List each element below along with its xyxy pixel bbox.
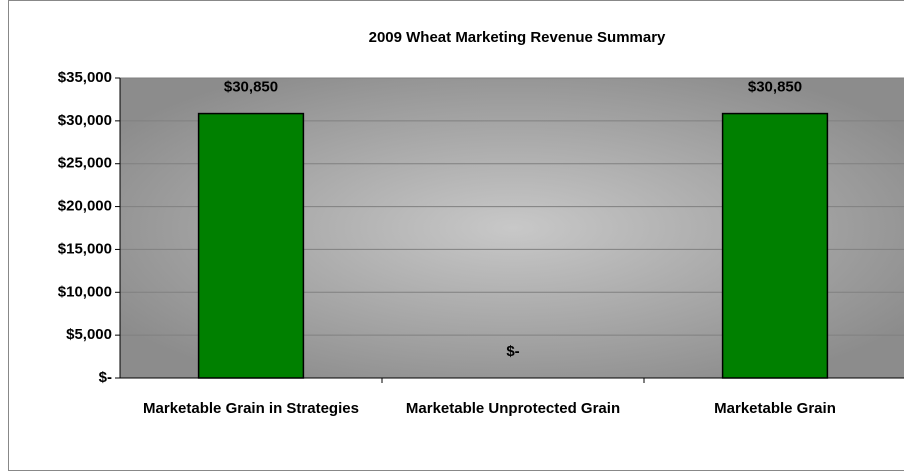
bar [721, 112, 829, 379]
bar [197, 112, 305, 379]
chart-title: 2009 Wheat Marketing Revenue Summary [369, 29, 666, 46]
y-tick-label: $5,000 [66, 326, 112, 343]
x-tick-label: Marketable Unprotected Grain [405, 400, 621, 417]
value-label: $30,850 [748, 79, 802, 96]
value-label: $- [506, 343, 519, 360]
y-tick-label: $- [99, 369, 112, 386]
y-tick-label: $30,000 [58, 112, 112, 129]
x-tick-label: Marketable Grain in Strategies [143, 400, 359, 417]
x-tick-label: Marketable Grain [714, 400, 836, 417]
y-tick-label: $35,000 [58, 69, 112, 86]
y-tick-label: $15,000 [58, 240, 112, 257]
y-tick-label: $25,000 [58, 155, 112, 172]
y-tick-label: $10,000 [58, 283, 112, 300]
value-label: $30,850 [224, 79, 278, 96]
y-tick-label: $20,000 [58, 198, 112, 215]
